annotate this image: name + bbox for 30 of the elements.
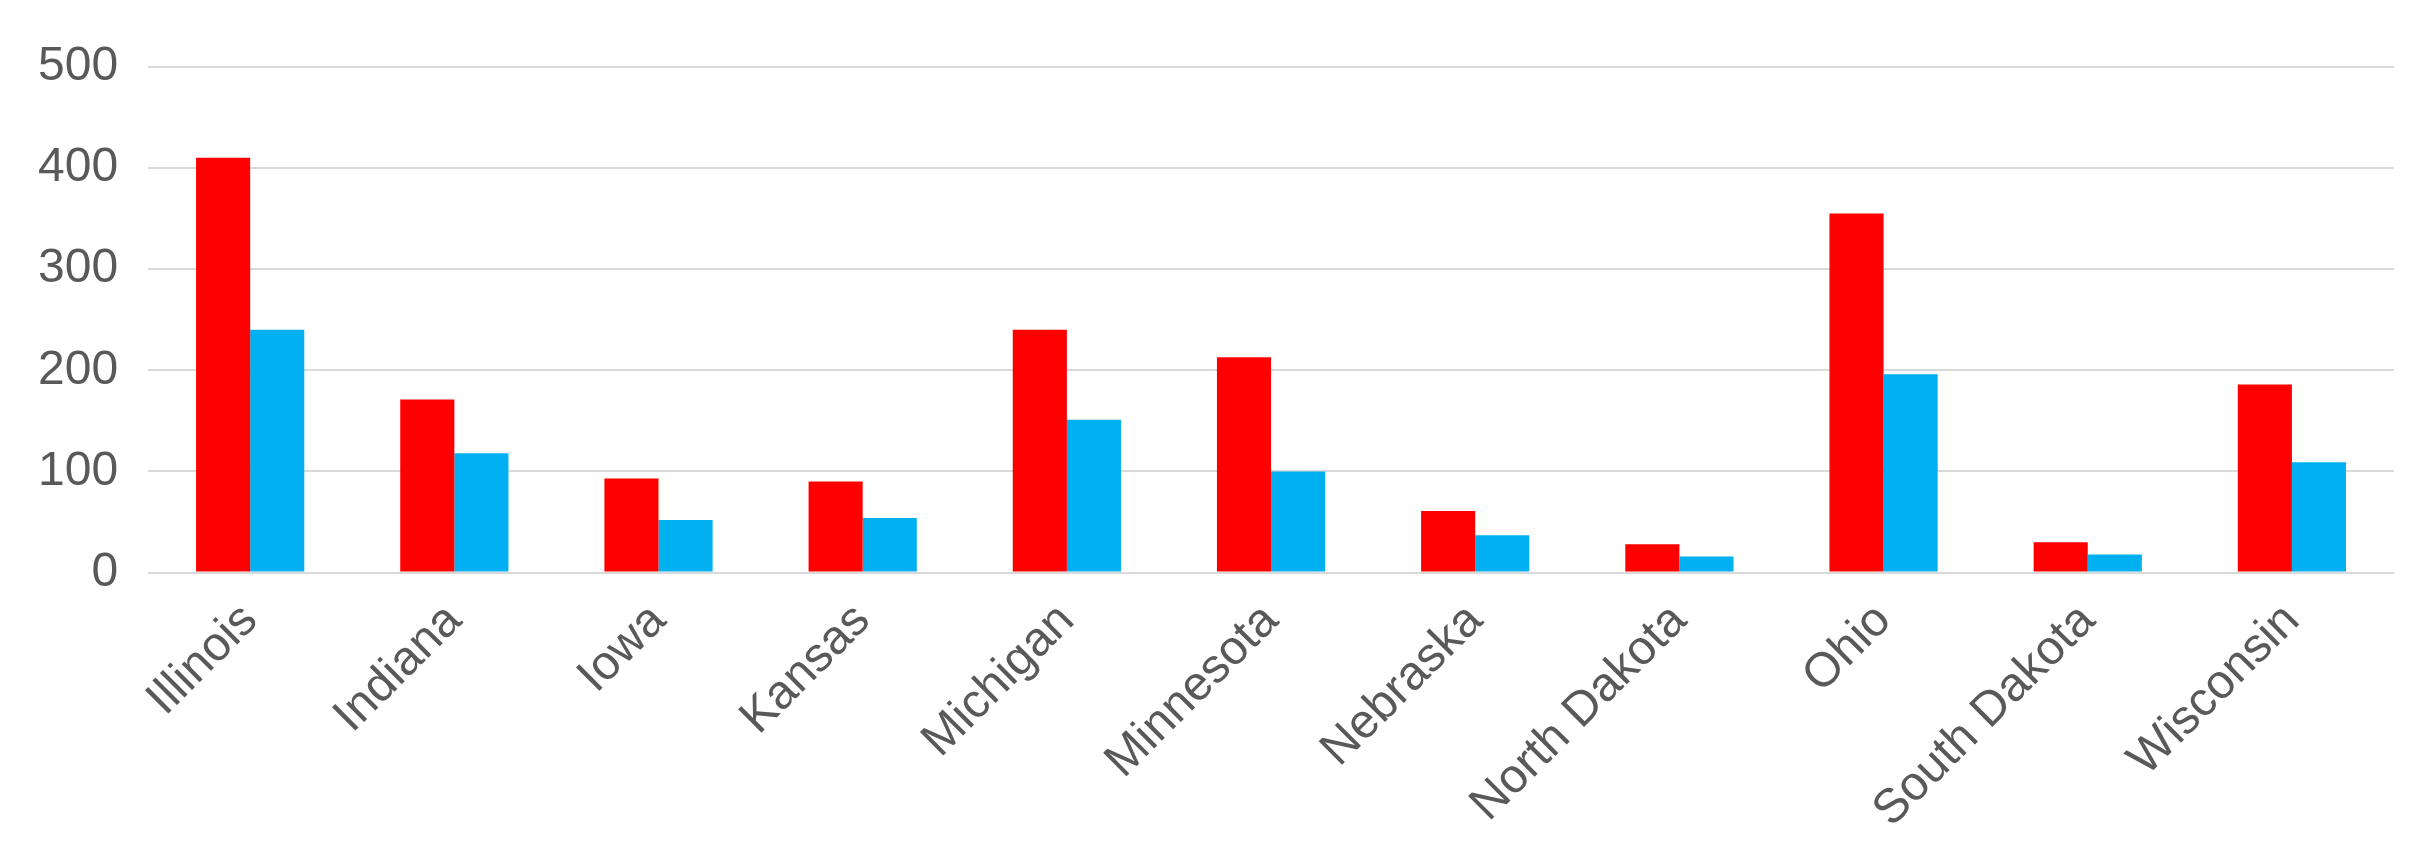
bar bbox=[1066, 419, 1121, 572]
bar bbox=[196, 157, 251, 572]
bar bbox=[1216, 357, 1272, 572]
bar bbox=[1271, 471, 1326, 572]
bar bbox=[1625, 544, 1680, 572]
x-tick-label: Iowa bbox=[565, 591, 676, 702]
bar bbox=[400, 399, 455, 572]
y-tick-label: 500 bbox=[37, 37, 119, 91]
bar bbox=[2237, 384, 2292, 572]
bar bbox=[808, 481, 863, 572]
bar bbox=[1883, 374, 1938, 572]
bar bbox=[862, 517, 917, 572]
bar bbox=[1421, 510, 1476, 572]
bar bbox=[1475, 535, 1530, 572]
y-tick-label: 0 bbox=[91, 542, 119, 596]
x-tick-label: Ohio bbox=[1790, 591, 1900, 702]
y-tick-label: 300 bbox=[37, 239, 119, 293]
bar bbox=[1679, 556, 1734, 572]
y-tick-label: 200 bbox=[37, 340, 119, 394]
bar bbox=[2291, 462, 2347, 572]
bar bbox=[454, 453, 509, 572]
bar bbox=[2033, 542, 2088, 572]
y-tick-label: 100 bbox=[37, 441, 119, 495]
bar bbox=[2087, 554, 2142, 572]
y-tick-label: 400 bbox=[37, 138, 119, 192]
bar bbox=[1829, 213, 1884, 572]
bar bbox=[658, 520, 713, 572]
bar bbox=[604, 478, 659, 572]
bar bbox=[1012, 329, 1067, 572]
bar bbox=[250, 329, 305, 572]
